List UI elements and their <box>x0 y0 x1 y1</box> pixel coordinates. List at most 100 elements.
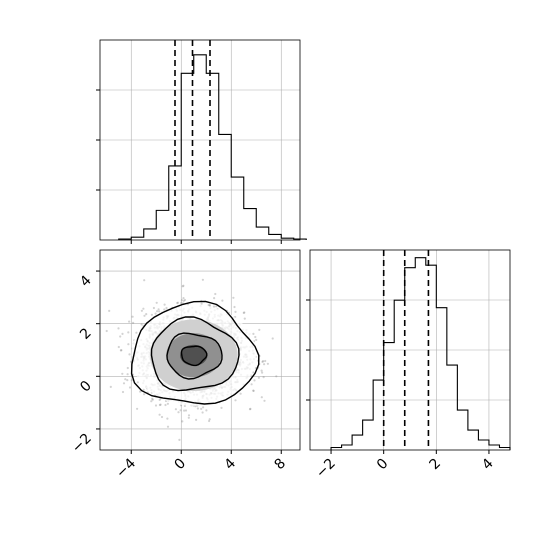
scatter-point <box>180 299 183 302</box>
scatter-ytick-label: 2 <box>77 325 95 343</box>
scatter-point <box>200 302 203 305</box>
hist2-xtick-label: 2 <box>427 456 445 474</box>
scatter-point <box>117 327 120 330</box>
scatter-point <box>158 310 161 313</box>
scatter-point <box>176 301 180 304</box>
scatter-point <box>221 299 224 302</box>
scatter-point <box>258 328 261 331</box>
scatter-point <box>109 385 112 388</box>
scatter-xtick-label: 8 <box>271 456 289 474</box>
scatter-point <box>150 400 153 403</box>
scatter-point <box>242 311 245 314</box>
scatter-point <box>158 413 161 416</box>
scatter-point <box>126 366 129 370</box>
scatter-point <box>182 284 185 287</box>
scatter-point <box>139 390 142 393</box>
scatter-point <box>177 411 180 414</box>
scatter-point <box>166 417 169 420</box>
scatter-point <box>208 419 211 423</box>
scatter-point <box>249 407 252 410</box>
scatter-xtick-label: −4 <box>113 455 139 481</box>
scatter-point <box>143 393 146 396</box>
scatter-point <box>187 416 190 419</box>
scatter-point <box>275 375 278 378</box>
scatter-point <box>262 376 265 379</box>
scatter-point <box>263 399 266 402</box>
scatter-point <box>128 386 132 389</box>
scatter-point <box>257 376 260 379</box>
scatter-point <box>253 379 256 382</box>
scatter-point <box>183 298 187 302</box>
scatter-point <box>254 335 257 339</box>
scatter-point <box>164 403 167 407</box>
scatter-point <box>121 372 124 375</box>
scatter-point <box>208 418 211 421</box>
scatter-point <box>132 321 135 324</box>
scatter-point <box>163 303 166 306</box>
scatter-point <box>184 409 188 412</box>
scatter-point <box>205 409 208 412</box>
contour-line <box>130 300 260 405</box>
scatter-point <box>183 404 186 407</box>
hist1-step <box>118 54 307 240</box>
scatter-point <box>120 349 123 352</box>
scatter-point <box>151 398 154 401</box>
scatter-point <box>143 314 146 317</box>
scatter-point <box>200 407 203 410</box>
scatter-xtick-label: 4 <box>221 455 239 473</box>
scatter-point <box>108 309 111 312</box>
scatter-point <box>119 335 122 338</box>
scatter-point <box>166 425 170 428</box>
scatter-point <box>122 382 126 385</box>
scatter-point <box>179 409 182 412</box>
scatter-point <box>232 296 235 299</box>
scatter-point <box>201 278 204 281</box>
scatter-point <box>159 403 162 406</box>
scatter-point <box>131 315 134 318</box>
scatter-point <box>155 301 158 304</box>
scatter-point <box>234 399 237 402</box>
hist-bottom-right-panel: −2 0 2 4 <box>306 249 511 481</box>
scatter-ytick-label: −2 <box>69 430 95 456</box>
scatter-point <box>121 332 124 335</box>
scatter-point <box>195 418 198 421</box>
scatter-bottom-left-panel: −4 0 4 8 −2 0 2 4 <box>69 249 301 481</box>
scatter-point <box>233 305 236 309</box>
scatter-point <box>187 414 191 417</box>
scatter-point <box>158 403 161 407</box>
scatter-point <box>271 337 274 340</box>
scatter-point <box>214 292 217 296</box>
scatter-point <box>243 311 246 314</box>
scatter-point <box>166 402 169 405</box>
scatter-point <box>136 381 139 384</box>
scatter-ytick-label: 0 <box>77 378 95 396</box>
scatter-point <box>261 360 264 363</box>
scatter-point <box>135 331 138 334</box>
scatter-point <box>202 406 205 409</box>
scatter-point <box>129 360 133 363</box>
contour-line <box>180 345 208 367</box>
scatter-point <box>207 303 210 307</box>
scatter-point <box>183 409 186 412</box>
scatter-point <box>140 323 143 326</box>
scatter-point <box>261 371 264 374</box>
scatter-point <box>151 397 154 400</box>
scatter-xtick-label: 0 <box>171 456 189 474</box>
scatter-point <box>239 392 242 395</box>
scatter-point <box>154 404 158 407</box>
scatter-ytick-label: 4 <box>77 273 95 291</box>
scatter-point <box>152 306 155 310</box>
scatter-point <box>160 415 164 419</box>
scatter-point <box>174 408 177 411</box>
scatter-point <box>182 299 185 302</box>
contour-line <box>150 316 240 392</box>
scatter-point <box>252 389 255 392</box>
scatter-point <box>156 310 159 313</box>
scatter-point <box>248 408 252 411</box>
scatter-point <box>181 285 184 288</box>
scatter-point <box>250 383 253 386</box>
scatter-point <box>181 420 184 423</box>
density-core-fill <box>180 344 208 366</box>
scatter-point <box>260 369 263 372</box>
